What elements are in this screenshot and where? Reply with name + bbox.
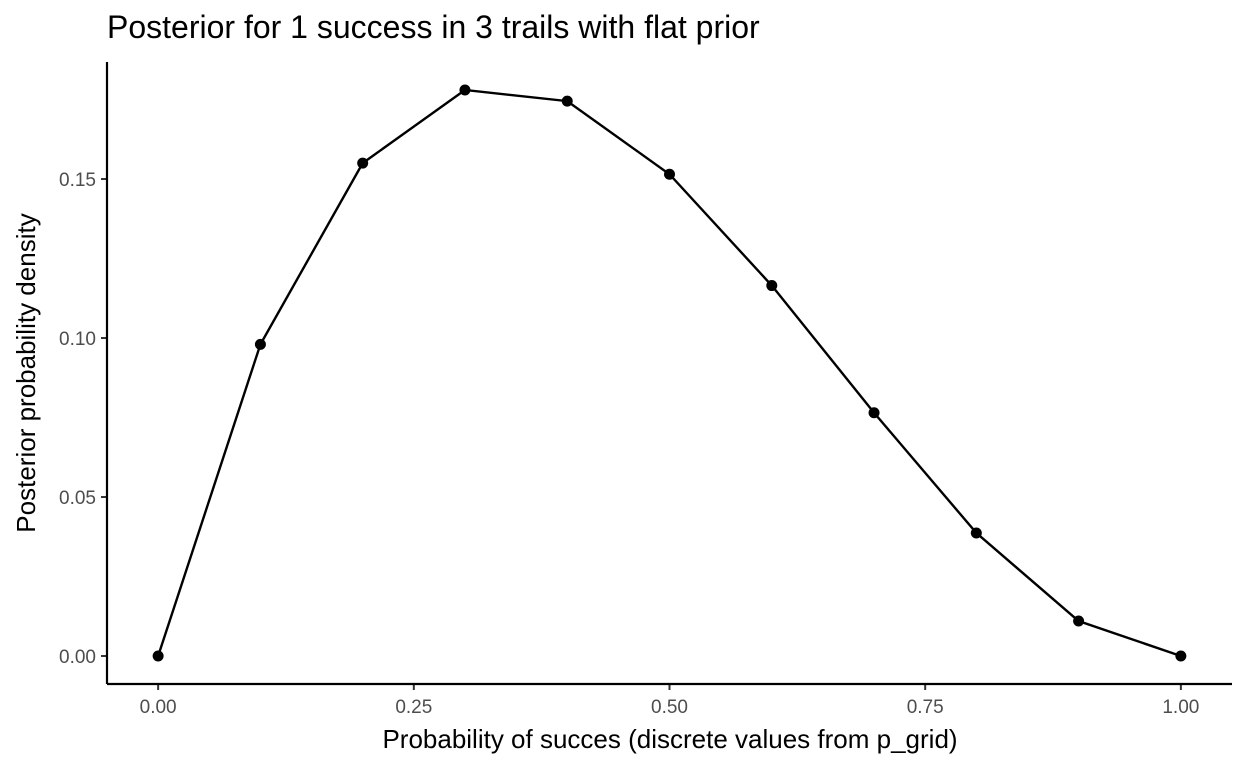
y-axis-ticks: 0.00 0.05 0.10 0.15	[59, 170, 107, 668]
data-point	[664, 168, 675, 180]
x-axis-ticks: 0.00 0.25 0.50 0.75 1.00	[140, 684, 1199, 718]
data-point	[561, 95, 573, 107]
data-point	[152, 650, 164, 662]
data-point	[766, 280, 778, 292]
data-point	[254, 338, 266, 350]
data-point	[459, 84, 471, 96]
y-tick-label: 0.05	[59, 488, 96, 509]
x-tick-label: 0.25	[395, 697, 432, 718]
y-tick-label: 0.00	[59, 647, 96, 668]
data-point	[1175, 650, 1187, 662]
data-point	[868, 407, 880, 419]
data-point	[970, 527, 982, 539]
series-layer	[152, 84, 1187, 662]
chart-title: Posterior for 1 success in 3 trails with…	[107, 9, 760, 45]
x-tick-label: 1.00	[1162, 697, 1199, 718]
x-tick-label: 0.50	[651, 697, 688, 718]
y-axis-title: Posterior probability density	[11, 213, 41, 532]
data-point	[357, 157, 369, 169]
x-tick-label: 0.00	[140, 697, 177, 718]
y-tick-label: 0.15	[59, 170, 96, 191]
data-point	[1073, 615, 1085, 627]
x-tick-label: 0.75	[907, 697, 944, 718]
x-axis-title: Probability of succes (discrete values f…	[382, 724, 957, 754]
y-tick-label: 0.10	[59, 329, 96, 350]
